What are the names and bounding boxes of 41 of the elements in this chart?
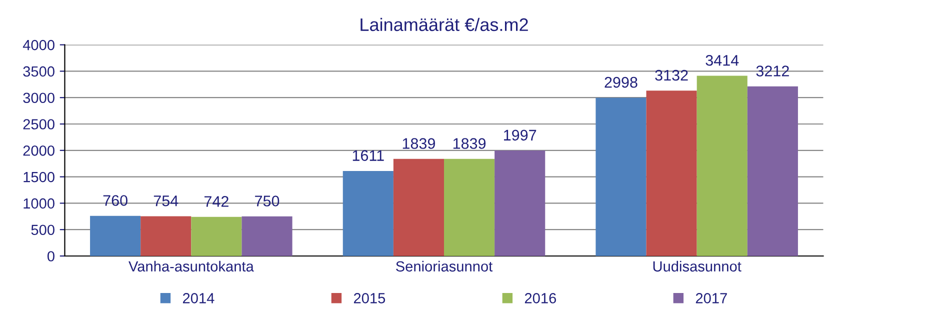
y-tick-label: 2000 <box>23 146 54 156</box>
y-tick-label: 0 <box>47 251 54 262</box>
y-tick-label: 1500 <box>24 172 54 182</box>
y-tick-label: 3500 <box>23 66 54 77</box>
y-tick-label: 1000 <box>24 198 54 209</box>
bar <box>90 216 141 256</box>
chart-title: Lainamäärät €/as.m2 <box>360 18 528 32</box>
legend-label: 2017 <box>696 293 727 304</box>
data-label: 1839 <box>453 138 486 149</box>
data-label: 754 <box>154 196 178 206</box>
bar <box>646 90 697 256</box>
y-tick-label: 500 <box>31 224 54 236</box>
legend-label: 2016 <box>524 293 556 304</box>
bar <box>444 158 495 256</box>
bar <box>342 170 394 256</box>
y-tick-label: 4000 <box>22 40 54 50</box>
data-label: 3132 <box>655 70 688 81</box>
bar <box>242 216 292 256</box>
bar <box>596 98 646 256</box>
x-tick-label: Uudisasunnot <box>653 260 742 272</box>
data-label: 1611 <box>352 150 384 161</box>
data-label: 1997 <box>504 130 536 141</box>
bar <box>191 216 242 256</box>
x-tick-label: Senioriasunnot <box>396 260 493 272</box>
y-tick-label: 2500 <box>23 119 54 130</box>
data-label: 750 <box>255 196 280 206</box>
data-label: 742 <box>204 196 228 207</box>
data-label: 3414 <box>706 54 739 66</box>
bar <box>494 150 546 256</box>
data-label: 3212 <box>756 66 789 76</box>
data-label: 760 <box>103 195 128 206</box>
data-label: 2998 <box>604 76 638 88</box>
legend-label: 2014 <box>182 293 214 304</box>
bar <box>696 76 748 256</box>
bar <box>393 158 444 256</box>
y-tick-label: 3000 <box>23 92 54 104</box>
bar <box>747 86 798 256</box>
data-label: 1839 <box>402 138 435 149</box>
bar <box>140 216 192 256</box>
x-tick-label: Vanha-asuntokanta <box>128 260 254 272</box>
legend-label: 2015 <box>354 293 386 304</box>
